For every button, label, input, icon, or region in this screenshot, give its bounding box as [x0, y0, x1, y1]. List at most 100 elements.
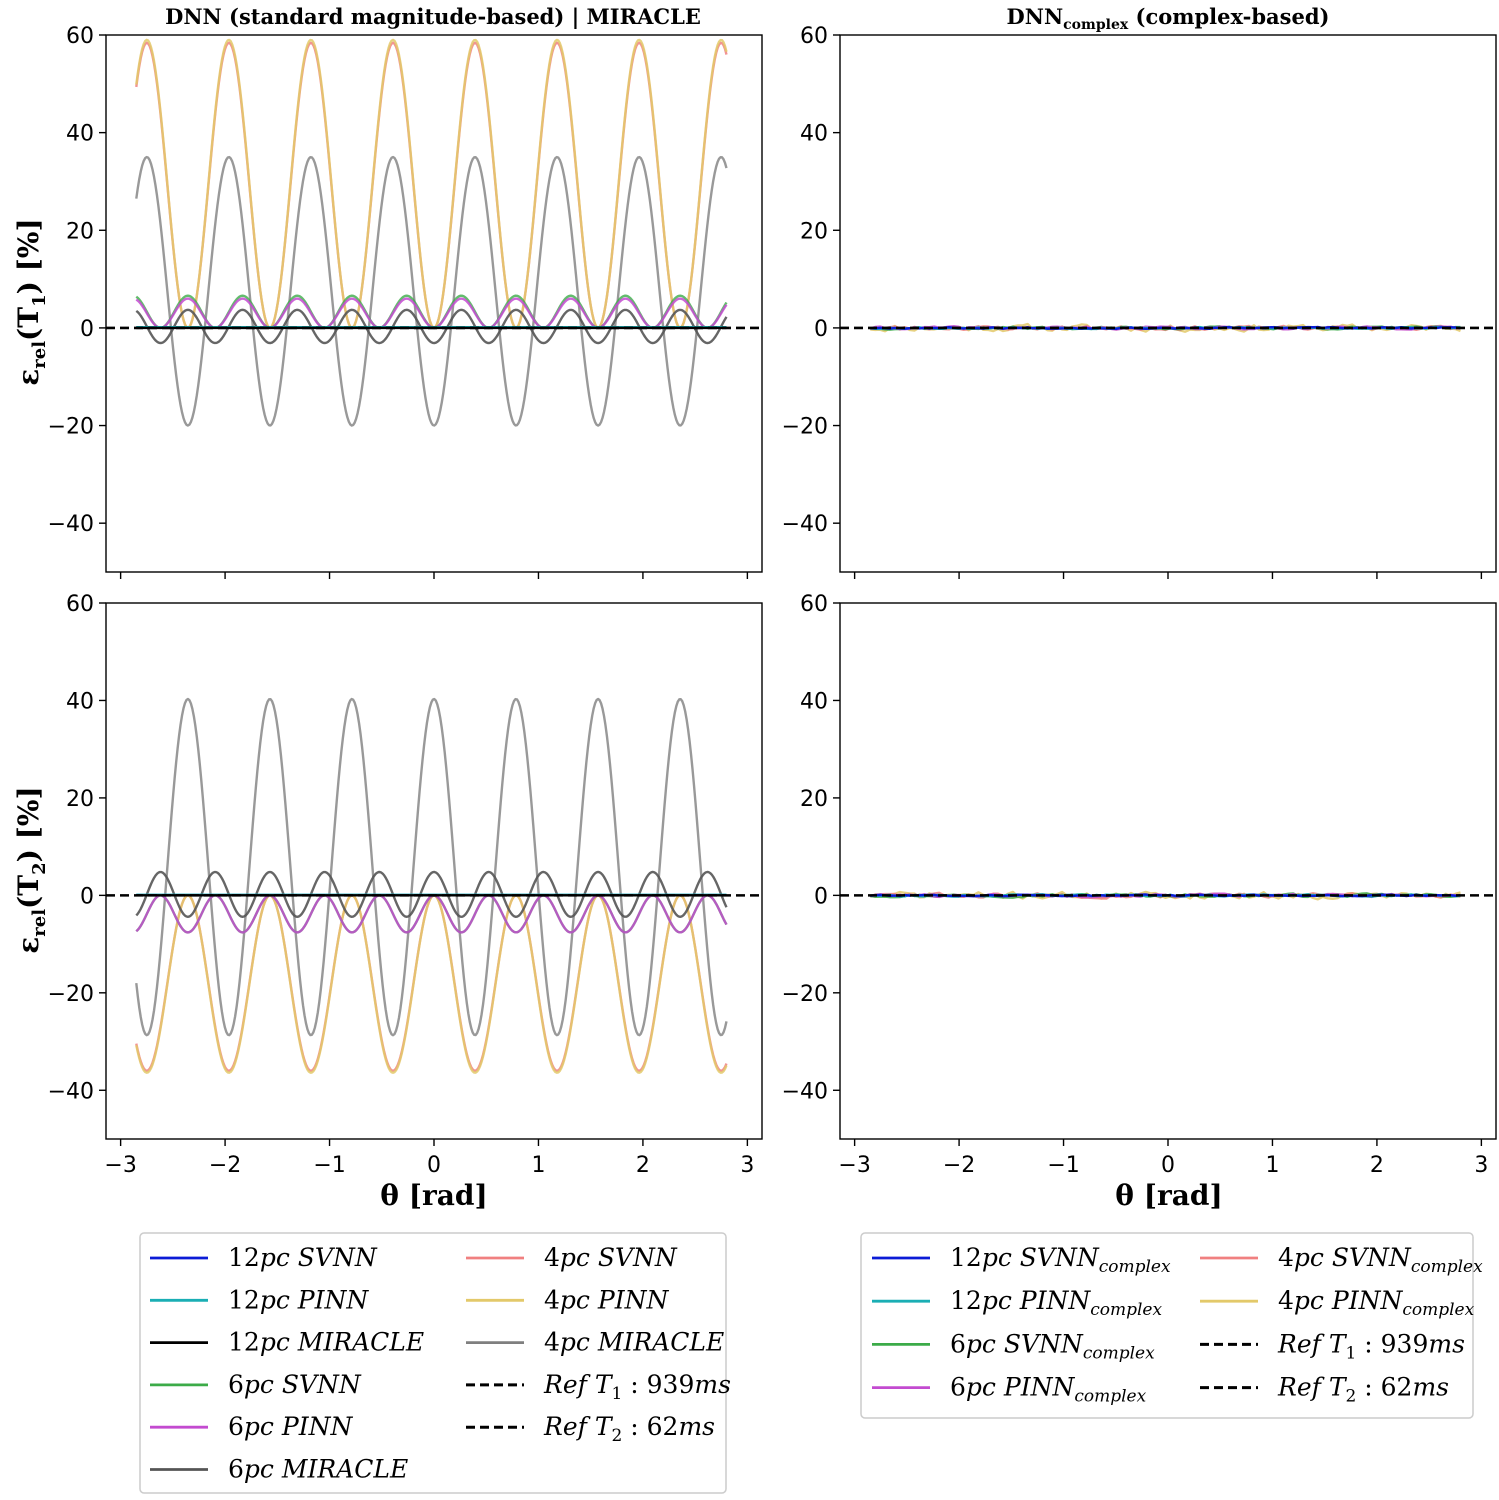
series-line: [135, 697, 728, 1037]
legend-label: 4pc SVNNcomplex: [1278, 1243, 1483, 1277]
legend-entry: Ref T2 : 62ms: [1200, 1373, 1449, 1407]
ylabel-bottom-rest: (T: [12, 875, 45, 909]
y-tick-label: −40: [48, 1079, 94, 1104]
series-line: [135, 308, 728, 345]
legend-right-frame: [860, 1232, 1474, 1419]
y-tick-label: 60: [66, 592, 94, 617]
plots-group: −40−200204060−40−200204060−40−200204060−…: [48, 24, 1497, 1178]
legend-label: Ref T1 : 939ms: [543, 1370, 731, 1404]
legend-label: 6pc SVNNcomplex: [950, 1329, 1155, 1363]
legend-label: 4pc SVNN: [544, 1243, 678, 1272]
x-tick-label: 1: [531, 1153, 545, 1178]
ylabel-bottom-tail: ) [%]: [12, 786, 45, 862]
ylabel-top-rest: (T: [12, 307, 45, 341]
legend-entry: 12pc PINNcomplex: [872, 1286, 1162, 1320]
legend-entry: 6pc MIRACLE: [150, 1455, 408, 1484]
series-line: [135, 870, 728, 918]
y-tick-label: 20: [800, 787, 828, 812]
y-tick-label: 60: [800, 592, 828, 617]
legend-entry: Ref T1 : 939ms: [1200, 1329, 1465, 1363]
ylabel-top-eps: ε: [12, 369, 45, 386]
legend-entry: 4pc SVNN: [466, 1243, 678, 1272]
legend-label: 4pc PINN: [544, 1285, 669, 1314]
legend-label: 6pc PINN: [228, 1412, 353, 1441]
legend-label: 12pc MIRACLE: [228, 1328, 424, 1357]
legend-label: 6pc MIRACLE: [228, 1455, 408, 1484]
x-tick-label: 2: [636, 1153, 650, 1178]
y-tick-label: 40: [66, 122, 94, 147]
legend-left: 12pc SVNN 12pc PINN 12pc MIRACLE 6pc SVNN 6p…: [139, 1232, 731, 1494]
y-tick-label: 0: [814, 884, 828, 909]
legend-right: 12pc SVNNcomplex 12pc PINNcomplex 6pc SVNN…: [860, 1232, 1483, 1419]
y-tick-label: −20: [782, 982, 828, 1007]
y-tick-label: 0: [80, 317, 94, 342]
legend-label: 4pc PINNcomplex: [1278, 1286, 1475, 1320]
title-right-rest: (complex-based): [1128, 4, 1329, 29]
y-tick-label: 40: [800, 122, 828, 147]
x-tick-label: 0: [427, 1153, 441, 1178]
y-tick-label: −40: [782, 512, 828, 537]
legend-entry: 4pc PINNcomplex: [1200, 1286, 1475, 1320]
legend-entry: 6pc PINNcomplex: [872, 1373, 1147, 1407]
y-tick-label: 20: [66, 219, 94, 244]
x-tick-label: 3: [1474, 1153, 1488, 1178]
y-tick-label: 60: [800, 24, 828, 49]
x-tick-label: −1: [313, 1153, 345, 1178]
legend-label: 6pc PINNcomplex: [950, 1373, 1147, 1407]
y-tick-label: −20: [48, 982, 94, 1007]
legend-entry: 6pc SVNN: [150, 1370, 362, 1399]
x-tick-label: 1: [1265, 1153, 1279, 1178]
xlabel-left: θ [rad]: [380, 1179, 487, 1212]
legend-label: Ref T2 : 62ms: [543, 1412, 715, 1446]
y-tick-label: −20: [782, 415, 828, 440]
panel-t1-complex: −40 −20 0 20 40 60: [782, 24, 1497, 579]
ylabel-top: εrel(T1) [%]: [12, 218, 50, 386]
legend-entry: Ref T1 : 939ms: [466, 1370, 731, 1404]
y-tick-label: 20: [800, 219, 828, 244]
x-tick-label: 0: [1161, 1153, 1175, 1178]
title-right: DNNcomplex (complex-based): [1007, 4, 1330, 33]
y-tick-label: 0: [814, 317, 828, 342]
y-tick-label: 40: [800, 689, 828, 714]
legend-entry: 12pc MIRACLE: [150, 1328, 424, 1357]
ylabel-bottom-sub: rel: [29, 909, 50, 937]
title-left: DNN (standard magnitude-based) | MIRACLE: [165, 4, 701, 29]
ylabel-top-sub: rel: [29, 341, 50, 369]
title-right-main: DNN: [1007, 4, 1064, 29]
legend-label: 4pc MIRACLE: [544, 1328, 724, 1357]
legend-label: 12pc SVNNcomplex: [950, 1243, 1171, 1277]
y-tick-label: −40: [48, 512, 94, 537]
x-tick-label: −2: [943, 1153, 975, 1178]
y-tick-label: 0: [80, 884, 94, 909]
legend-entry: 6pc SVNNcomplex: [872, 1329, 1155, 1363]
x-tick-label: 2: [1370, 1153, 1384, 1178]
title-right-sub: complex: [1063, 17, 1129, 33]
ylabel-top-idx: 1: [29, 294, 50, 307]
legend-label: 12pc SVNN: [228, 1243, 378, 1272]
x-tick-label: −3: [104, 1153, 136, 1178]
x-tick-label: −1: [1047, 1153, 1079, 1178]
series-line: [135, 155, 728, 427]
ylabel-top-tail: ) [%]: [12, 218, 45, 294]
x-tick-label: −3: [838, 1153, 870, 1178]
panel-t1-standard: −40 −20 0 20 40 60: [48, 24, 763, 579]
legend-label: 12pc PINNcomplex: [950, 1286, 1162, 1320]
legend-entry: 6pc PINN: [150, 1412, 353, 1441]
x-tick-label: −2: [209, 1153, 241, 1178]
legend-entry: 12pc SVNNcomplex: [872, 1243, 1171, 1277]
x-tick-label: 3: [740, 1153, 754, 1178]
legend-entry: Ref T2 : 62ms: [466, 1412, 715, 1446]
legend-right-entries: 12pc SVNNcomplex 12pc PINNcomplex 6pc SVNN…: [872, 1243, 1483, 1407]
legend-entry: 4pc PINN: [466, 1285, 669, 1314]
y-tick-label: 20: [66, 787, 94, 812]
legend-left-frame: [139, 1232, 727, 1494]
legend-label: Ref T2 : 62ms: [1277, 1373, 1449, 1407]
legend-label: 6pc SVNN: [228, 1370, 362, 1399]
legend-entry: 12pc PINN: [150, 1285, 369, 1314]
legend-entry: 4pc SVNNcomplex: [1200, 1243, 1483, 1277]
panel-t2-complex: −40 −20 0 20 40 60 −3 −2 −1 0 1 2 3: [782, 592, 1497, 1178]
legend-entry: 12pc SVNN: [150, 1243, 378, 1272]
y-tick-label: −20: [48, 415, 94, 440]
y-tick-label: −40: [782, 1079, 828, 1104]
